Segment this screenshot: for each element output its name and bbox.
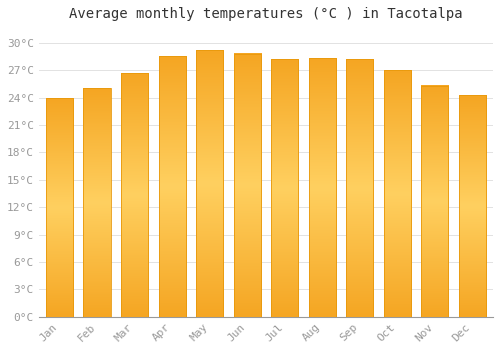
Bar xyxy=(271,59,298,317)
Title: Average monthly temperatures (°C ) in Tacotalpa: Average monthly temperatures (°C ) in Ta… xyxy=(69,7,462,21)
Bar xyxy=(121,73,148,317)
Bar xyxy=(384,70,411,317)
Bar xyxy=(196,50,223,317)
Bar xyxy=(84,89,110,317)
Bar xyxy=(422,86,448,317)
Bar xyxy=(234,54,260,317)
Bar xyxy=(46,98,73,317)
Bar xyxy=(158,56,186,317)
Bar xyxy=(308,58,336,317)
Bar xyxy=(346,59,374,317)
Bar xyxy=(459,95,486,317)
